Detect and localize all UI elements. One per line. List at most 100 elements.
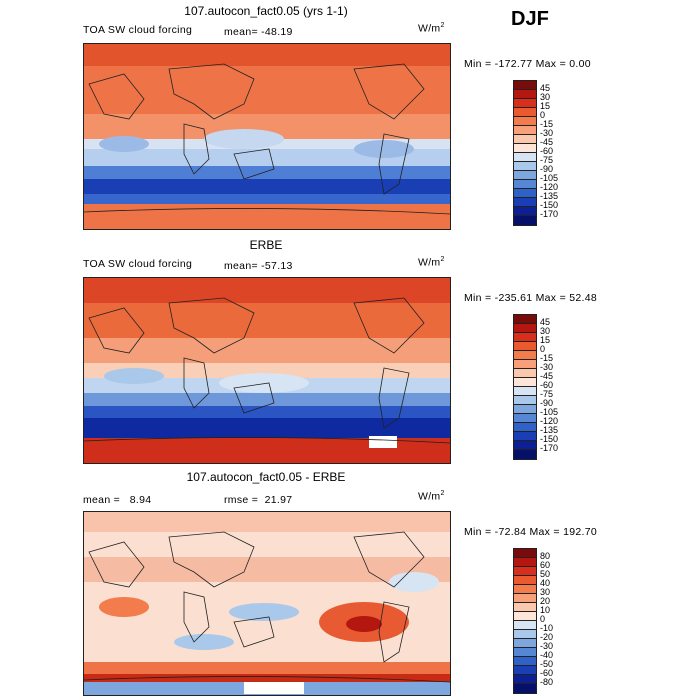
colorbar-tick-label: -135 (540, 425, 559, 435)
season-label: DJF (511, 8, 549, 30)
colorbar-swatch (514, 324, 536, 333)
colorbar-tick-label: 0 (540, 110, 546, 120)
colorbar-swatch (514, 135, 536, 144)
colorbar-tick-label: -120 (540, 416, 559, 426)
panel-2-mean: mean= -57.13 (224, 260, 293, 272)
colorbar-swatch (514, 423, 536, 432)
colorbar-swatch (514, 90, 536, 99)
colorbar-tick-label: -75 (540, 155, 554, 165)
panel-3-map (83, 511, 451, 696)
colorbar-tick-label: -10 (540, 623, 554, 633)
colorbar-swatch (514, 333, 536, 342)
colorbar-swatch (514, 198, 536, 207)
panel-1-colorbar (513, 80, 537, 226)
colorbar-swatch (514, 396, 536, 405)
colorbar-swatch (514, 378, 536, 387)
panel-1-minmax: Min = -172.77 Max = 0.00 (464, 58, 591, 70)
colorbar-tick-label: 50 (540, 569, 551, 579)
colorbar-swatch (514, 144, 536, 153)
panel-1-title: 107.autocon_fact0.05 (yrs 1-1) (184, 4, 348, 18)
panel-2-field-label: TOA SW cloud forcing (83, 258, 193, 270)
colorbar-swatch (514, 162, 536, 171)
panel-1-map (83, 43, 451, 230)
panel-3-minmax: Min = -72.84 Max = 192.70 (464, 526, 597, 538)
colorbar-tick-label: 60 (540, 560, 551, 570)
colorbar-swatch (514, 351, 536, 360)
panel-3-units: W/m2 (418, 490, 445, 503)
panel-3-rmse: rmse = 21.97 (224, 494, 293, 506)
colorbar-tick-label: -30 (540, 128, 554, 138)
colorbar-tick-label: 45 (540, 317, 551, 327)
panel-2-minmax: Min = -235.61 Max = 52.48 (464, 292, 597, 304)
colorbar-tick-label: -20 (540, 632, 554, 642)
colorbar-tick-label: -90 (540, 164, 554, 174)
colorbar-tick-label: 30 (540, 92, 551, 102)
colorbar-swatch (514, 171, 536, 180)
colorbar-swatch (514, 585, 536, 594)
colorbar-swatch (514, 360, 536, 369)
colorbar-swatch (514, 189, 536, 198)
colorbar-tick-label: -50 (540, 659, 554, 669)
colorbar-swatch (514, 414, 536, 423)
colorbar-tick-label: -30 (540, 641, 554, 651)
colorbar-swatch (514, 126, 536, 135)
colorbar-tick-label: -170 (540, 209, 559, 219)
colorbar-tick-label: 20 (540, 596, 551, 606)
colorbar-swatch (514, 666, 536, 675)
colorbar-swatch (514, 180, 536, 189)
colorbar-tick-label: -120 (540, 182, 559, 192)
panel-1-units: W/m2 (418, 22, 445, 35)
colorbar-tick-label: -135 (540, 191, 559, 201)
colorbar-tick-label: 45 (540, 83, 551, 93)
colorbar-swatch (514, 675, 536, 684)
colorbar-swatch (514, 657, 536, 666)
colorbar-tick-label: -150 (540, 200, 559, 210)
colorbar-swatch (514, 117, 536, 126)
colorbar-swatch (514, 684, 536, 693)
colorbar-swatch (514, 369, 536, 378)
colorbar-tick-label: -90 (540, 398, 554, 408)
panel-1-mean: mean= -48.19 (224, 26, 293, 38)
colorbar-swatch (514, 99, 536, 108)
panel-2-colorbar (513, 314, 537, 460)
colorbar-tick-label: -105 (540, 173, 559, 183)
panel-3-colorbar (513, 548, 537, 694)
colorbar-swatch (514, 558, 536, 567)
colorbar-swatch (514, 441, 536, 450)
colorbar-tick-label: -45 (540, 371, 554, 381)
colorbar-tick-label: -60 (540, 668, 554, 678)
panel-1-field-label: TOA SW cloud forcing (83, 24, 193, 36)
colorbar-swatch (514, 450, 536, 459)
colorbar-tick-label: 15 (540, 335, 551, 345)
colorbar-swatch (514, 216, 536, 225)
colorbar-tick-label: 0 (540, 614, 546, 624)
colorbar-swatch (514, 621, 536, 630)
colorbar-tick-label: -15 (540, 353, 554, 363)
colorbar-swatch (514, 387, 536, 396)
colorbar-swatch (514, 612, 536, 621)
colorbar-swatch (514, 108, 536, 117)
colorbar-swatch (514, 207, 536, 216)
colorbar-tick-label: 15 (540, 101, 551, 111)
colorbar-tick-label: -40 (540, 650, 554, 660)
colorbar-swatch (514, 315, 536, 324)
panel-2-units: W/m2 (418, 256, 445, 269)
panel-1-map-graphic (84, 44, 450, 229)
colorbar-tick-label: 30 (540, 587, 551, 597)
panel-2-map-graphic (84, 278, 450, 463)
colorbar-tick-label: 30 (540, 326, 551, 336)
panel-2-title: ERBE (249, 238, 283, 252)
colorbar-swatch (514, 81, 536, 90)
colorbar-swatch (514, 342, 536, 351)
colorbar-tick-label: 10 (540, 605, 551, 615)
panel-3-map-graphic (84, 512, 450, 695)
colorbar-swatch (514, 153, 536, 162)
colorbar-swatch (514, 603, 536, 612)
colorbar-swatch (514, 630, 536, 639)
colorbar-tick-label: -150 (540, 434, 559, 444)
colorbar-tick-label: -45 (540, 137, 554, 147)
colorbar-tick-label: -60 (540, 380, 554, 390)
colorbar-tick-label: -105 (540, 407, 559, 417)
colorbar-tick-label: -30 (540, 362, 554, 372)
colorbar-swatch (514, 567, 536, 576)
